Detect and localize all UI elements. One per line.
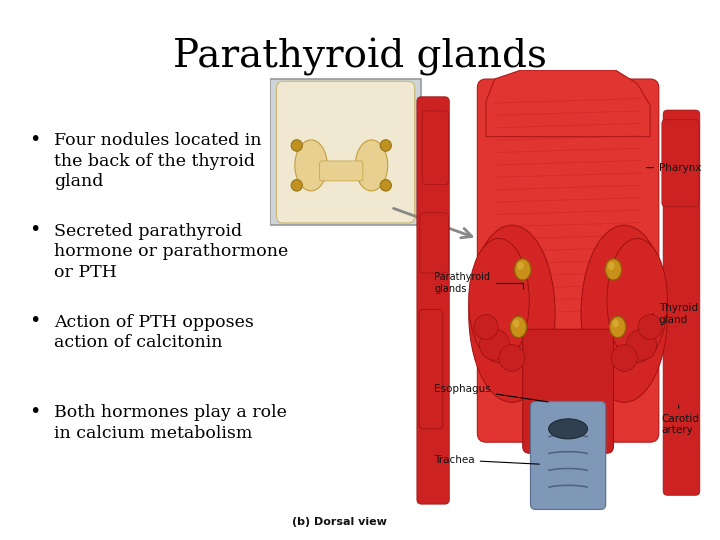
Ellipse shape	[606, 259, 621, 280]
FancyBboxPatch shape	[420, 213, 449, 273]
Ellipse shape	[612, 320, 619, 327]
FancyBboxPatch shape	[662, 120, 699, 207]
FancyBboxPatch shape	[320, 161, 363, 181]
FancyBboxPatch shape	[419, 309, 443, 429]
Ellipse shape	[608, 262, 615, 270]
Text: Pharynx: Pharynx	[647, 163, 701, 173]
Circle shape	[499, 345, 525, 372]
FancyBboxPatch shape	[421, 79, 698, 500]
Circle shape	[380, 180, 392, 191]
FancyBboxPatch shape	[422, 111, 449, 185]
Text: Trachea: Trachea	[434, 455, 539, 465]
FancyBboxPatch shape	[417, 97, 449, 504]
FancyBboxPatch shape	[276, 81, 415, 223]
Polygon shape	[486, 70, 650, 137]
Text: Carotid
artery: Carotid artery	[661, 405, 699, 435]
Ellipse shape	[581, 225, 667, 402]
Text: •: •	[29, 311, 40, 330]
Text: Both hormones play a role
in calcium metabolism: Both hormones play a role in calcium met…	[54, 404, 287, 442]
Circle shape	[638, 315, 662, 340]
FancyBboxPatch shape	[477, 79, 659, 442]
Circle shape	[380, 140, 392, 151]
Ellipse shape	[610, 316, 626, 338]
Text: •: •	[29, 402, 40, 421]
Ellipse shape	[549, 419, 588, 439]
FancyBboxPatch shape	[531, 401, 606, 509]
Circle shape	[291, 180, 302, 191]
Ellipse shape	[515, 259, 531, 280]
Ellipse shape	[356, 140, 387, 191]
Text: (b) Dorsal view: (b) Dorsal view	[292, 517, 387, 528]
Text: Secreted parathyroid
hormone or parathormone
or PTH: Secreted parathyroid hormone or parathor…	[54, 223, 288, 280]
Text: •: •	[29, 220, 40, 239]
Circle shape	[474, 315, 498, 340]
Text: Action of PTH opposes
action of calcitonin: Action of PTH opposes action of calciton…	[54, 314, 254, 351]
Ellipse shape	[295, 140, 327, 191]
Ellipse shape	[513, 320, 520, 327]
Circle shape	[626, 329, 657, 360]
Ellipse shape	[607, 239, 667, 362]
Ellipse shape	[469, 239, 529, 362]
Text: •: •	[29, 130, 40, 148]
Circle shape	[480, 329, 510, 360]
Circle shape	[291, 140, 302, 151]
Text: Esophagus: Esophagus	[434, 384, 548, 402]
Text: Thyroid
gland: Thyroid gland	[653, 303, 698, 325]
Ellipse shape	[510, 316, 526, 338]
Text: Parathyroid
glands: Parathyroid glands	[434, 272, 523, 294]
Ellipse shape	[517, 262, 523, 270]
FancyBboxPatch shape	[523, 329, 613, 453]
FancyBboxPatch shape	[663, 110, 700, 495]
Ellipse shape	[469, 225, 555, 402]
Text: Four nodules located in
the back of the thyroid
gland: Four nodules located in the back of the …	[54, 132, 261, 190]
Circle shape	[611, 345, 637, 372]
FancyBboxPatch shape	[270, 79, 421, 225]
Text: Parathyroid glands: Parathyroid glands	[173, 38, 547, 76]
